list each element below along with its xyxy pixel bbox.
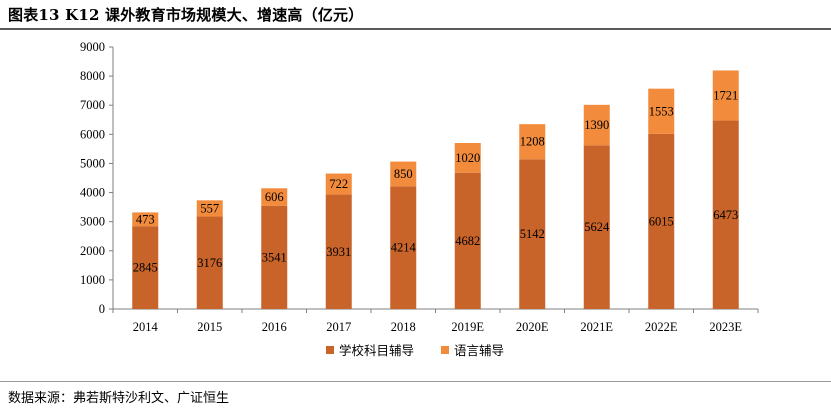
y-tick-label-9: 9000 xyxy=(80,40,105,54)
legend-label-school-subject: 学校科目辅导 xyxy=(339,343,414,358)
data-label-school-subject-2023E: 6473 xyxy=(713,208,738,222)
bar-school-subject-2021E xyxy=(583,145,610,309)
y-tick-label-7: 7000 xyxy=(80,98,105,112)
data-label-school-subject-2017: 3931 xyxy=(326,245,351,259)
legend-swatch-school-subject xyxy=(326,346,334,354)
source-note: 数据来源：弗若斯特沙利文、广证恒生 xyxy=(8,391,230,406)
x-tick-label-2015: 2015 xyxy=(197,320,222,334)
data-label-language-2020E: 1208 xyxy=(520,135,545,149)
data-label-language-2014: 473 xyxy=(136,212,155,226)
data-label-school-subject-2018: 4214 xyxy=(391,241,417,255)
x-tick-label-2023E: 2023E xyxy=(709,320,742,334)
bar-language-2022E xyxy=(648,88,675,134)
bar-school-subject-2016 xyxy=(261,205,288,309)
y-tick-label-6: 6000 xyxy=(80,127,105,141)
data-label-school-subject-2021E: 5624 xyxy=(584,220,610,234)
footer-divider xyxy=(0,381,831,382)
y-tick-label-3: 3000 xyxy=(80,215,105,229)
x-tick-label-2016: 2016 xyxy=(262,320,287,334)
x-tick-label-2017: 2017 xyxy=(326,320,351,334)
bar-school-subject-2023E xyxy=(712,120,739,309)
y-tick-label-4: 4000 xyxy=(80,186,105,200)
bar-language-2014 xyxy=(132,212,159,227)
bar-language-2023E xyxy=(712,70,739,121)
x-tick-label-2021E: 2021E xyxy=(580,320,613,334)
bar-language-2016 xyxy=(261,188,288,206)
bar-school-subject-2014 xyxy=(132,226,159,309)
bar-school-subject-2018 xyxy=(390,186,417,309)
data-label-language-2021E: 1390 xyxy=(584,118,609,132)
legend-label-language: 语言辅导 xyxy=(454,343,504,358)
bar-language-2019E xyxy=(454,143,481,173)
x-tick-label-2022E: 2022E xyxy=(645,320,678,334)
y-tick-label-8: 8000 xyxy=(80,69,105,83)
title-divider xyxy=(0,28,831,30)
data-label-language-2017: 722 xyxy=(329,177,348,191)
y-tick-label-0: 0 xyxy=(99,302,105,316)
stacked-bar-chart: 0 1000 2000 3000 4000 5000 6000 7000 8000 9000 201… xyxy=(80,40,759,358)
bar-school-subject-2019E xyxy=(454,172,481,309)
y-tick-label-2: 2000 xyxy=(80,244,105,258)
data-label-school-subject-2016: 3541 xyxy=(262,250,287,264)
data-label-school-subject-2019E: 4682 xyxy=(455,234,480,248)
data-label-language-2015: 557 xyxy=(200,201,219,215)
chart-title: 图表13 K12 课外教育市场规模大、增速高（亿元） xyxy=(8,6,364,24)
data-label-language-2016: 606 xyxy=(265,190,284,204)
bar-school-subject-2017 xyxy=(325,194,352,309)
bar-language-2017 xyxy=(325,173,352,195)
bar-language-2021E xyxy=(583,104,610,146)
x-tick-label-2014: 2014 xyxy=(133,320,159,334)
data-label-language-2018: 850 xyxy=(394,167,413,181)
x-tick-label-2019E: 2019E xyxy=(451,320,484,334)
y-tick-label-5: 5000 xyxy=(80,156,105,170)
data-label-school-subject-2014: 2845 xyxy=(133,261,158,275)
data-label-language-2023E: 1721 xyxy=(713,89,738,103)
x-tick-label-2018: 2018 xyxy=(391,320,416,334)
bar-language-2015 xyxy=(196,200,223,217)
title-bar: 图表13 K12 课外教育市场规模大、增速高（亿元） xyxy=(0,0,831,30)
bar-school-subject-2020E xyxy=(519,159,546,309)
data-label-language-2022E: 1553 xyxy=(649,104,674,118)
data-label-language-2019E: 1020 xyxy=(455,151,480,165)
bar-language-2018 xyxy=(390,161,417,187)
y-tick-label-1: 1000 xyxy=(80,273,105,287)
data-label-school-subject-2015: 3176 xyxy=(197,256,222,270)
x-tick-label-2020E: 2020E xyxy=(516,320,549,334)
legend-swatch-language xyxy=(441,346,449,354)
bar-school-subject-2015 xyxy=(196,216,223,309)
data-label-school-subject-2020E: 5142 xyxy=(520,227,545,241)
bar-language-2020E xyxy=(519,124,546,160)
bar-school-subject-2022E xyxy=(648,133,675,309)
data-label-school-subject-2022E: 6015 xyxy=(649,214,674,228)
